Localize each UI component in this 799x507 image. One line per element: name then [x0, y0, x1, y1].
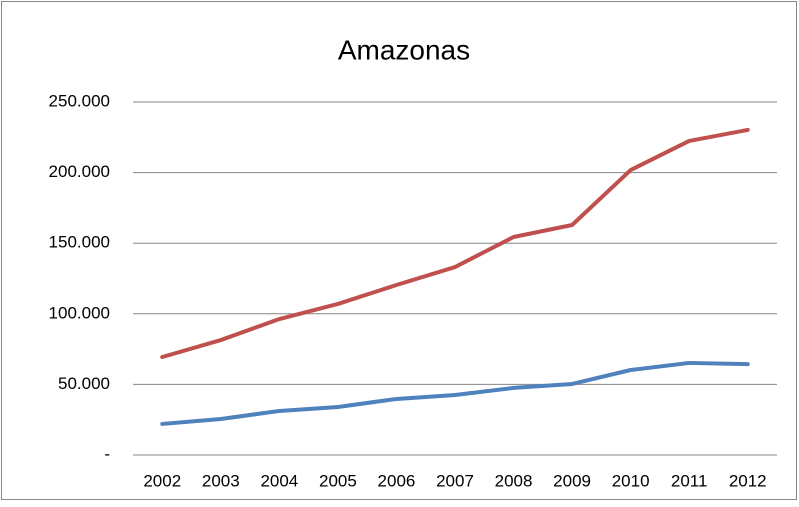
chart-title: Amazonas	[338, 34, 470, 65]
y-tick-label: 150.000	[49, 233, 110, 252]
y-tick-label: 50.000	[58, 374, 110, 393]
series-line	[160, 127, 750, 360]
x-tick-label: 2008	[495, 471, 533, 490]
x-tick-label: 2009	[553, 471, 591, 490]
x-tick-label: 2003	[202, 471, 240, 490]
series-line	[160, 360, 750, 426]
x-tick-label: 2005	[319, 471, 357, 490]
x-tick-label: 2006	[378, 471, 416, 490]
x-tick-label: 2004	[260, 471, 298, 490]
x-tick-label: 2007	[436, 471, 474, 490]
x-tick-label: 2002	[143, 471, 181, 490]
y-tick-label: 250.000	[49, 91, 110, 110]
x-tick-label: 2010	[612, 471, 650, 490]
x-tick-label: 2012	[729, 471, 767, 490]
y-tick-label: -	[104, 444, 110, 463]
x-tick-label: 2011	[671, 471, 708, 490]
y-tick-label: 100.000	[49, 303, 110, 322]
y-tick-label: 200.000	[49, 162, 110, 181]
